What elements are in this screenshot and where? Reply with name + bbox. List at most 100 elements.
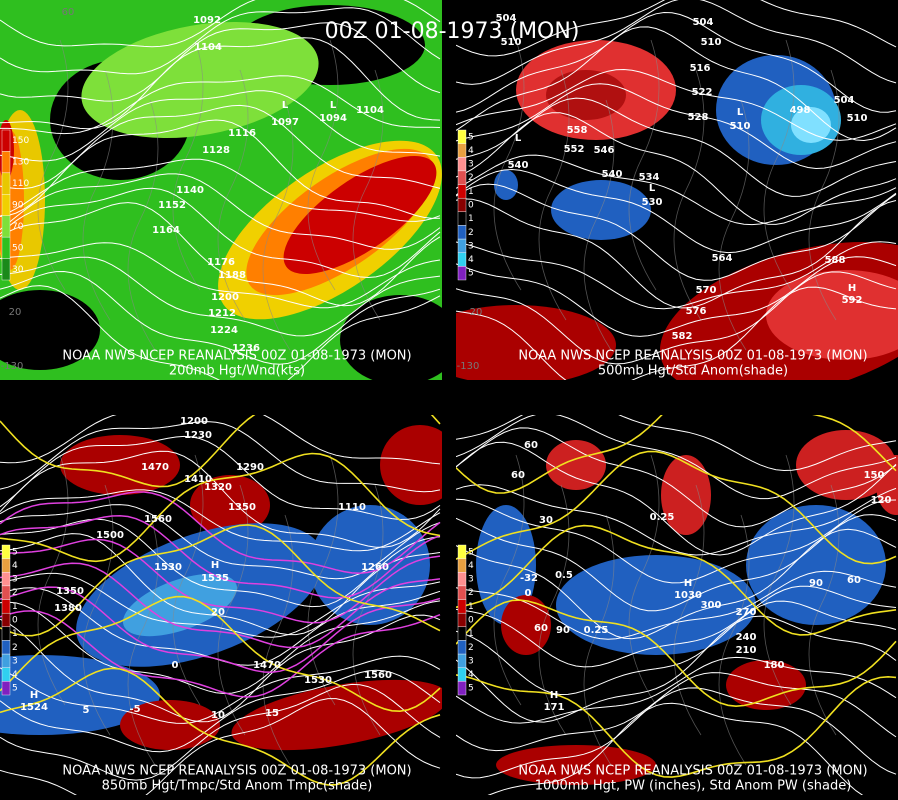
grid-label: 60 <box>62 7 75 18</box>
contour-label: 498 <box>790 105 811 116</box>
contour <box>0 538 441 624</box>
contour <box>456 450 897 565</box>
coastline <box>583 99 615 351</box>
coastline <box>127 99 159 351</box>
contour-label: 0.25 <box>584 625 609 636</box>
contour-label: 10 <box>211 710 225 721</box>
coastline <box>262 99 294 351</box>
legend-swatch <box>457 129 467 144</box>
contour-label: 15 <box>265 708 279 719</box>
coastline <box>763 39 795 291</box>
legend-swatch <box>1 258 11 281</box>
contour-label: 1116 <box>228 128 256 139</box>
legend-label: 0 <box>12 616 18 626</box>
contour <box>0 518 441 608</box>
legend-label: 1 <box>468 629 474 639</box>
legend-label: 3 <box>468 160 474 170</box>
contour <box>0 533 441 636</box>
panel-subtitle: 500mb Hgt/Std Anom(shade) <box>598 364 788 379</box>
grid-label: -130 <box>457 361 480 372</box>
contour-label: 1260 <box>361 562 389 573</box>
legend-swatch <box>457 252 467 267</box>
contour <box>456 271 897 365</box>
contour-label: 60 <box>524 440 538 451</box>
legend-swatch <box>1 172 11 195</box>
contour-label: 592 <box>842 295 863 306</box>
contour-label: 1535 <box>201 573 229 584</box>
contour <box>456 415 897 472</box>
contour <box>0 22 441 102</box>
shaded-area <box>546 440 606 490</box>
contour <box>0 256 441 337</box>
contour <box>0 415 441 488</box>
contour-label: 1560 <box>364 670 392 681</box>
coastline <box>673 484 705 736</box>
legend-label: 4 <box>468 146 474 156</box>
contour <box>0 524 441 637</box>
contour <box>0 669 441 753</box>
legend-swatch <box>457 197 467 213</box>
contour-label: 120 <box>871 495 892 506</box>
legend-label: 1 <box>12 629 18 639</box>
contour-label: 1320 <box>204 482 232 493</box>
legend-label: 5 <box>468 684 474 694</box>
contour-label: L <box>649 183 656 194</box>
legend-swatch <box>1 640 11 655</box>
panel-caption: NOAA NWS NCEP REANALYSIS 00Z 01-08-1973 … <box>62 764 411 779</box>
legend-swatch <box>1 626 11 641</box>
contour <box>0 595 441 713</box>
contour-label: 1530 <box>154 562 182 573</box>
coastline <box>538 69 570 321</box>
contour-label: 1560 <box>144 514 172 525</box>
contour <box>456 0 897 57</box>
contour <box>456 514 897 612</box>
contour <box>456 241 897 310</box>
map-panel: 5 4 3 2 1 0 1 2 3 4 5 20 -130 504 510 516 522 528 534 540 54… <box>456 0 898 380</box>
contour-label: L <box>330 100 337 111</box>
legend-swatch <box>457 184 467 199</box>
contour-label: 1290 <box>236 462 264 473</box>
legend-swatch <box>457 572 467 587</box>
contour-label: 1530 <box>304 675 332 686</box>
legend-label: 1 <box>468 187 474 197</box>
legend-swatch <box>457 640 467 655</box>
contour <box>0 655 441 724</box>
contour-label: 1200 <box>211 292 239 303</box>
contour-label: 504 <box>496 13 517 24</box>
contour-label: 0 <box>172 660 179 671</box>
legend-label: 4 <box>468 561 474 571</box>
legend-label: 2 <box>468 588 474 598</box>
contour-label: 1128 <box>202 145 230 156</box>
contour-label: 150 <box>864 470 885 481</box>
contour-label: H <box>211 560 219 571</box>
contour <box>456 26 897 142</box>
legend-swatch <box>1 558 11 573</box>
contour-label: 504 <box>693 17 714 28</box>
contour <box>456 154 897 226</box>
contour <box>456 674 897 778</box>
legend-label: 70 <box>12 222 24 232</box>
legend-label: 1 <box>12 602 18 612</box>
contour-label: H <box>684 578 692 589</box>
contour-label: 1236 <box>232 343 260 354</box>
contour-label: 534 <box>639 172 660 183</box>
legend-swatch <box>457 585 467 600</box>
contour-label: 588 <box>825 255 846 266</box>
contour <box>0 452 441 563</box>
coastline <box>808 484 840 736</box>
grid-label: -130 <box>1 361 24 372</box>
contour-label: 1410 <box>184 474 212 485</box>
contour <box>456 441 897 556</box>
panel-caption: NOAA NWS NCEP REANALYSIS 00Z 01-08-1973 … <box>518 349 867 364</box>
contour-label: 570 <box>696 285 717 296</box>
shaded-area <box>231 679 442 751</box>
shaded-area <box>122 573 238 637</box>
panel-body: 5 4 3 2 1 0 1 2 3 4 5 20 -130 504 510 516 522 528 534 540 54… <box>456 0 898 380</box>
legend-label: 3 <box>468 241 474 251</box>
legend-swatch <box>457 667 467 682</box>
contour <box>0 158 441 222</box>
contour <box>456 427 897 528</box>
legend-label: 2 <box>468 173 474 183</box>
panel-body: 5432101234512001230129014701410132013501… <box>0 415 442 795</box>
panel-body: 150 130 110 90 70 50 30 60 20 -130 1092 1104 1116 112… <box>0 0 442 380</box>
